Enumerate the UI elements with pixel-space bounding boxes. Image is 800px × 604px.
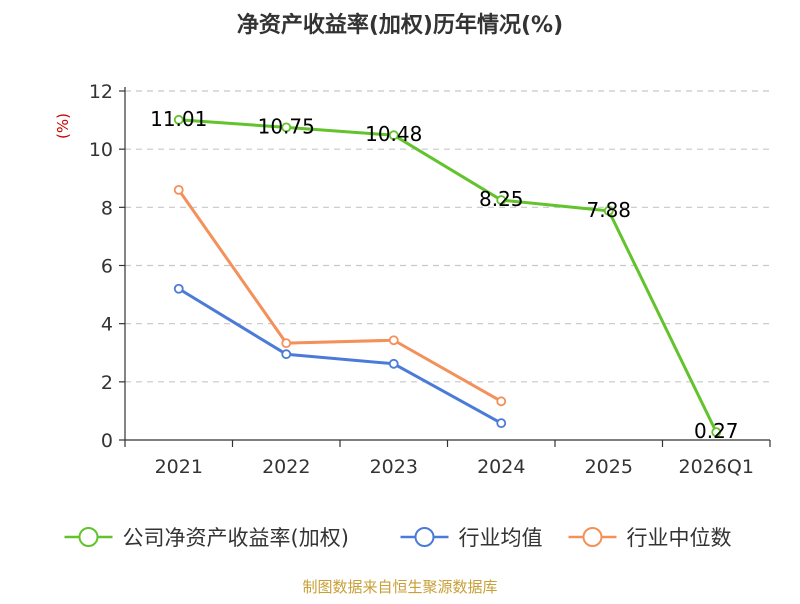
data-label: 7.88 [586,198,631,222]
series-point-1 [388,358,399,369]
series-point-0 [173,114,184,125]
series-point-0 [388,130,399,141]
data-label: 10.48 [365,122,422,146]
x-tick-label: 2023 [370,456,418,478]
y-tick-label: 10 [89,139,113,161]
y-axis-unit-label: (%) [54,113,72,139]
data-label: 0.27 [694,419,739,443]
legend-marker-2 [582,527,603,547]
x-tick-label: 2026Q1 [679,456,754,478]
legend-marker-1 [414,527,435,547]
legend-label-2: 行业中位数 [627,526,732,550]
x-tick-label: 2022 [262,456,310,478]
y-tick-label: 2 [101,372,113,394]
legend-label-0: 公司净资产收益率(加权) [123,526,349,550]
y-tick-label: 4 [101,314,113,336]
series-point-1 [281,349,292,360]
series-line-0 [178,118,718,433]
series-point-2 [281,338,292,349]
data-label: 10.75 [258,114,315,138]
series-point-1 [496,418,507,429]
data-label-layer: 11.01 10.75 10.48 8.25 7.88 0.27 [150,107,738,443]
series-point-2 [173,184,184,195]
legend-marker-0 [78,527,99,547]
y-tick-label: 0 [101,430,113,452]
x-tick-label: 2021 [155,456,203,478]
data-label: 11.01 [150,107,207,131]
series-point-2 [496,396,507,407]
series-line-1 [177,287,502,425]
y-tick-label: 12 [89,81,113,103]
series-layer [173,114,722,438]
axis-layer: 0 2 4 6 8 10 12 2021 2022 2023 2024 2025 2026Q1 [89,81,771,478]
source-note: 制图数据来自恒生聚源数据库 [302,578,497,596]
legend-label-1: 行业均值 [459,526,543,550]
series-line-2 [177,189,502,403]
x-tick-label: 2024 [477,456,525,478]
legend: 公司净资产收益率(加权) 行业均值 行业中位数 [64,526,732,550]
series-point-0 [281,122,292,133]
series-point-2 [388,335,399,346]
series-point-0 [496,195,507,205]
grid-layer [125,90,770,383]
chart-title: 净资产收益率(加权)历年情况(%) [237,12,563,38]
y-tick-label: 6 [101,256,113,278]
series-point-0 [603,205,614,216]
y-tick-label: 8 [101,197,113,219]
series-point-1 [173,283,184,294]
series-point-0 [711,427,722,438]
x-tick-label: 2025 [585,456,633,478]
data-label: 8.25 [479,187,524,211]
